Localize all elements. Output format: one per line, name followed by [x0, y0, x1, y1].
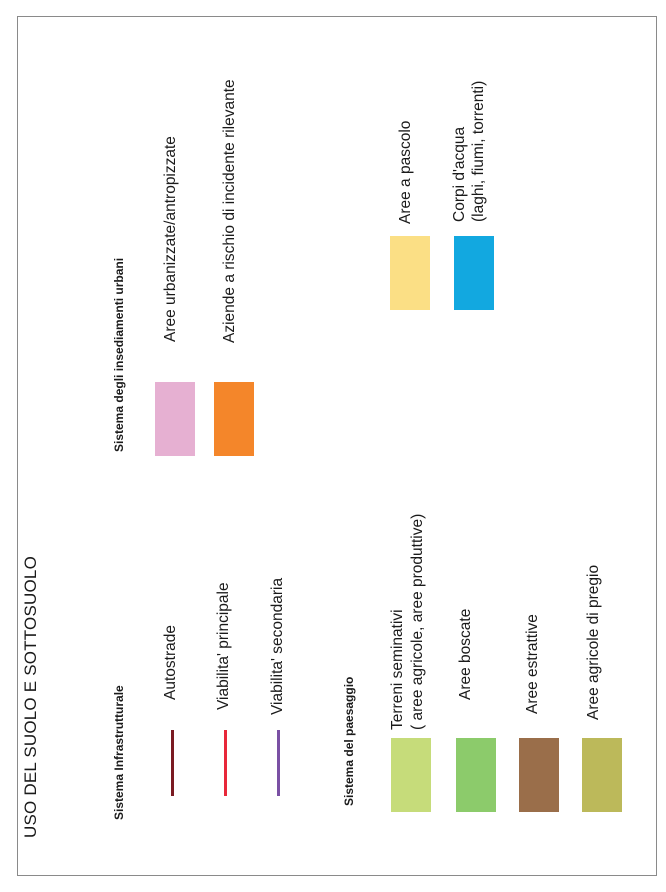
- aree-estrattive-swatch: [519, 738, 559, 812]
- aree-agricole-pregio-swatch: [582, 738, 622, 812]
- aree-boscate-label: Aree boscate: [457, 608, 474, 700]
- terreni-seminativi-label-line2: ( aree agricole, aree produttive): [409, 513, 426, 730]
- terreni-seminativi-label-line1: Terreni seminativi: [389, 609, 406, 730]
- corpi-acqua-label-line2: (laghi, fiumi, torrenti): [470, 80, 487, 222]
- aree-urbanizzate-label: Aree urbanizzate/antropizzate: [162, 136, 179, 342]
- terreni-seminativi-swatch: [391, 738, 431, 812]
- viabilita-secondaria-label: Viabilita' secondaria: [269, 577, 286, 715]
- aree-pascolo-label: Aree a pascolo: [397, 120, 414, 224]
- aree-agricole-pregio-label: Aree agricole di pregio: [585, 564, 602, 720]
- autostrade-label: Autostrade: [162, 625, 179, 700]
- aree-urbanizzate-swatch: [155, 382, 195, 456]
- corpi-acqua-swatch: [454, 236, 494, 310]
- viabilita-principale-line-symbol: [224, 730, 227, 796]
- viabilita-secondaria-line-symbol: [277, 730, 280, 796]
- heading-infrastrutturale: Sistema Infrastrutturale: [112, 685, 126, 820]
- heading-paesaggio: Sistema del paesaggio: [342, 676, 356, 806]
- heading-insediamenti: Sistema degli insediamenti urbani: [112, 257, 126, 452]
- aree-estrattive-label: Aree estrattive: [524, 614, 541, 714]
- viabilita-principale-label: Viabilita' principale: [215, 582, 232, 710]
- corpi-acqua-label-line1: Corpi d'acqua: [451, 126, 468, 222]
- aziende-rischio-label: Aziende a rischio di incidente rilevante: [221, 79, 238, 343]
- legend-frame: [17, 16, 657, 876]
- legend-title: USO DEL SUOLO E SOTTOSUOLO: [21, 556, 40, 838]
- aree-pascolo-swatch: [390, 236, 430, 310]
- aree-boscate-swatch: [456, 738, 496, 812]
- aziende-rischio-swatch: [214, 382, 254, 456]
- autostrade-line-symbol: [171, 730, 174, 796]
